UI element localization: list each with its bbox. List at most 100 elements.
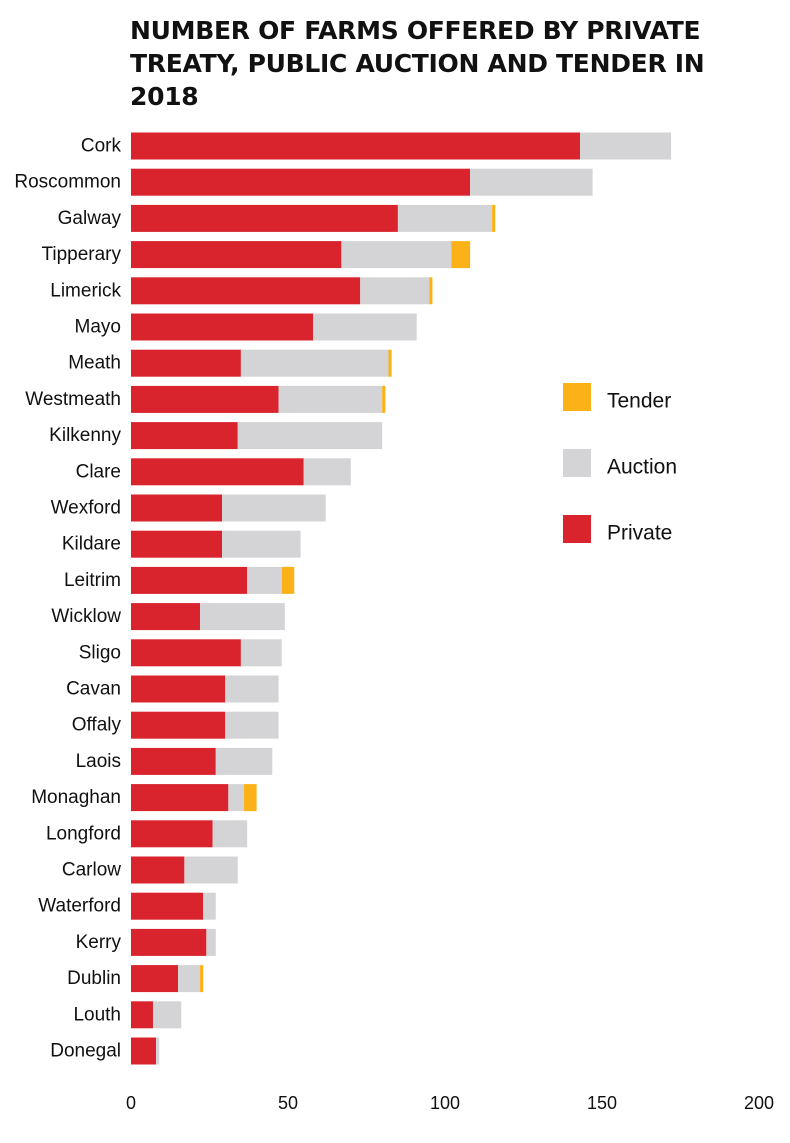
bar-clare-auction — [303, 458, 351, 486]
bar-laois-private — [131, 747, 216, 775]
bar-waterford-private — [131, 892, 204, 920]
bar-roscommon-auction — [470, 168, 593, 196]
bar-limerick-auction — [360, 277, 430, 305]
legend-swatch-private — [563, 515, 591, 543]
x-tick-label: 50 — [278, 1093, 298, 1113]
category-label-cork: Cork — [81, 136, 122, 157]
bar-tipperary-auction — [341, 241, 452, 269]
bar-dublin-tender — [200, 965, 204, 993]
category-label-kilkenny: Kilkenny — [49, 425, 121, 446]
bar-clare-private — [131, 458, 304, 486]
bar-monaghan-auction — [228, 784, 245, 812]
legend-label-tender: Tender — [607, 390, 671, 413]
bar-kildare-auction — [222, 530, 301, 558]
category-label-roscommon: Roscommon — [14, 172, 121, 193]
x-tick-label: 200 — [744, 1093, 774, 1113]
bar-kilkenny-private — [131, 422, 238, 450]
x-tick-label: 100 — [430, 1093, 460, 1113]
bar-roscommon-private — [131, 168, 471, 196]
bar-longford-private — [131, 820, 213, 848]
category-label-wicklow: Wicklow — [51, 606, 121, 627]
bar-dublin-private — [131, 965, 179, 993]
category-label-leitrim: Leitrim — [64, 570, 121, 591]
bar-tipperary-tender — [451, 241, 471, 269]
legend-label-auction: Auction — [607, 456, 677, 479]
category-label-wexford: Wexford — [51, 498, 121, 519]
bar-offaly-auction — [225, 711, 279, 739]
bar-leitrim-private — [131, 566, 248, 594]
bar-donegal-private — [131, 1037, 157, 1065]
category-label-monaghan: Monaghan — [31, 787, 121, 808]
bar-westmeath-private — [131, 385, 279, 413]
category-label-galway: Galway — [58, 208, 122, 229]
legend-swatch-tender — [563, 383, 591, 411]
bar-wicklow-private — [131, 603, 201, 631]
category-label-laois: Laois — [76, 751, 121, 772]
bar-monaghan-tender — [244, 784, 257, 812]
bar-kilkenny-auction — [237, 422, 383, 450]
category-label-cavan: Cavan — [66, 679, 121, 700]
bar-sligo-private — [131, 639, 241, 667]
bars-group — [131, 132, 672, 1065]
bar-carlow-private — [131, 856, 185, 884]
bar-galway-auction — [397, 204, 493, 232]
category-label-carlow: Carlow — [62, 860, 121, 881]
category-label-longford: Longford — [46, 823, 121, 844]
category-label-clare: Clare — [76, 461, 121, 482]
bar-wicklow-auction — [200, 603, 285, 631]
bar-limerick-tender — [429, 277, 433, 305]
bar-wexford-auction — [222, 494, 326, 522]
bar-leitrim-tender — [281, 566, 295, 594]
bar-cavan-private — [131, 675, 226, 703]
category-label-sligo: Sligo — [79, 642, 121, 663]
bar-sligo-auction — [240, 639, 282, 667]
bar-longford-auction — [212, 820, 248, 848]
bar-laois-auction — [215, 747, 273, 775]
legend: Tender Auction Private — [563, 383, 677, 545]
bar-meath-tender — [388, 349, 392, 377]
bar-mayo-private — [131, 313, 314, 341]
bar-monaghan-private — [131, 784, 229, 812]
bar-offaly-private — [131, 711, 226, 739]
category-labels: Cork Roscommon Galway Tipperary Limerick Mayo… — [14, 136, 121, 1062]
bar-meath-private — [131, 349, 241, 377]
x-tick-label: 0 — [126, 1093, 136, 1113]
category-label-limerick: Limerick — [50, 280, 121, 301]
bar-wexford-private — [131, 494, 223, 522]
bar-galway-private — [131, 204, 398, 232]
bar-kerry-private — [131, 928, 207, 956]
bar-louth-private — [131, 1001, 153, 1029]
bar-westmeath-auction — [278, 385, 383, 413]
bar-waterford-auction — [203, 892, 216, 920]
category-label-offaly: Offaly — [72, 715, 122, 736]
bar-westmeath-tender — [382, 385, 386, 413]
category-label-kildare: Kildare — [62, 534, 121, 555]
category-label-waterford: Waterford — [38, 896, 121, 917]
category-label-louth: Louth — [73, 1004, 121, 1025]
bar-tipperary-private — [131, 241, 342, 269]
bar-dublin-auction — [178, 965, 201, 993]
category-label-dublin: Dublin — [67, 968, 121, 989]
bar-cavan-auction — [225, 675, 279, 703]
x-axis-ticks: 0 50 100 150 200 — [126, 1093, 774, 1113]
legend-label-private: Private — [607, 522, 672, 545]
bar-mayo-auction — [313, 313, 417, 341]
bar-cork-private — [131, 132, 581, 160]
bar-kildare-private — [131, 530, 223, 558]
bar-donegal-auction — [156, 1037, 160, 1065]
bar-louth-auction — [152, 1001, 182, 1029]
category-label-kerry: Kerry — [76, 932, 122, 953]
category-label-mayo: Mayo — [75, 317, 121, 338]
chart-title: NUMBER OF FARMS OFFERED BY PRIVATE TREAT… — [130, 16, 705, 111]
bar-galway-tender — [492, 204, 496, 232]
category-label-tipperary: Tipperary — [41, 244, 121, 265]
bar-leitrim-auction — [247, 566, 282, 594]
bar-limerick-private — [131, 277, 361, 305]
bar-cork-auction — [580, 132, 672, 160]
bar-kerry-auction — [206, 928, 216, 956]
x-tick-label: 150 — [587, 1093, 617, 1113]
category-label-meath: Meath — [68, 353, 121, 374]
category-label-westmeath: Westmeath — [25, 389, 121, 410]
category-label-donegal: Donegal — [50, 1041, 121, 1062]
